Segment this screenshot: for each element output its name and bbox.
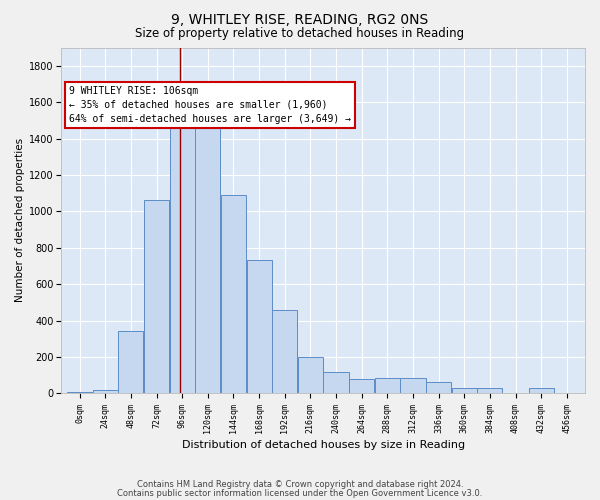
Bar [400,378,425,394]
Bar [195,124,220,394]
Bar [349,379,374,394]
Bar [298,357,323,394]
Text: 9 WHITLEY RISE: 106sqm
← 35% of detached houses are smaller (1,960)
64% of semi-: 9 WHITLEY RISE: 106sqm ← 35% of detached… [69,86,351,124]
Bar [323,372,349,394]
Bar [247,260,272,394]
Text: Contains public sector information licensed under the Open Government Licence v3: Contains public sector information licen… [118,489,482,498]
Bar [375,378,400,394]
Bar [118,332,143,394]
Bar [478,388,502,394]
Bar [426,382,451,394]
Text: Contains HM Land Registry data © Crown copyright and database right 2024.: Contains HM Land Registry data © Crown c… [137,480,463,489]
Bar [272,310,298,394]
Bar [170,124,195,394]
Y-axis label: Number of detached properties: Number of detached properties [15,138,25,302]
Bar [92,390,118,394]
Bar [529,388,554,394]
Text: 9, WHITLEY RISE, READING, RG2 0NS: 9, WHITLEY RISE, READING, RG2 0NS [172,12,428,26]
Bar [144,200,169,394]
Bar [452,388,477,394]
Text: Size of property relative to detached houses in Reading: Size of property relative to detached ho… [136,28,464,40]
X-axis label: Distribution of detached houses by size in Reading: Distribution of detached houses by size … [182,440,465,450]
Bar [221,195,246,394]
Bar [67,392,92,394]
